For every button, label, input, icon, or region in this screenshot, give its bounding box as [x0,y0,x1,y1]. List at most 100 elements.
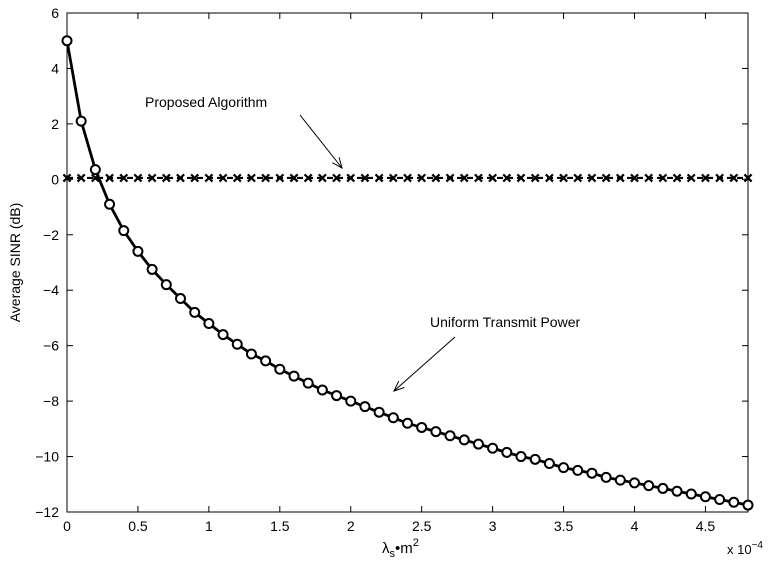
series-1-point [742,499,754,511]
series-1-point [529,453,541,465]
x-multiplier-exponent: −4 [752,540,764,551]
series-1-point [175,293,186,305]
series-0-point [587,173,597,183]
series-0-point [374,173,384,183]
x-tick-label: 4 [631,518,639,534]
series-0-point [232,173,242,183]
series-1-point [118,225,130,237]
series-1-point [501,446,513,458]
y-axis-label: Average SINR (dB) [7,203,23,323]
series-1-point [600,471,612,483]
x-tick-label: 1.5 [270,518,290,534]
series-0-point [544,173,554,183]
series-0-point [743,173,753,183]
series-0-point [317,173,327,183]
series-1-point [728,496,740,508]
series-0-point [360,173,370,183]
series-1-point [699,491,711,503]
series-1-point [245,348,257,360]
y-tick-label: −6 [43,338,59,354]
x-tick-label: 3 [489,518,497,534]
series-1-point [274,363,286,375]
series-0-point [644,173,654,183]
series-0-point [431,173,441,183]
series-1-point [89,164,101,176]
series-1-point [671,485,683,497]
series-1-point [458,434,470,446]
series-0-point [105,173,114,183]
x-axis-label-base: λ [382,540,390,557]
y-tick-label: −8 [43,393,59,409]
series-1-point [203,317,215,329]
series-1-point [543,457,555,469]
annotation-arrow-head [332,157,343,170]
series-0-point [630,173,639,183]
series-0-point [247,173,256,183]
y-tick-label: −2 [43,227,59,243]
y-tick-label: 2 [51,116,59,132]
series-1-point [345,395,357,407]
series-1-point [146,263,158,275]
labels-layer: 0 0.5 1 1.5 2 2.5 3 3.5 4 4.5 −12 −10 −8 −6 −4 −2 0 2 4 6 Av… [7,5,763,560]
plot-frame [66,12,749,513]
series-0-point [445,173,455,183]
series-1-point [614,474,626,486]
series-1-point [75,115,87,127]
series-line-1 [65,40,749,507]
x-tick-label: 3.5 [554,518,574,534]
series-1-point [217,329,229,341]
series-1-point [331,390,343,402]
series-1-point [487,442,499,454]
series-0-point [289,173,299,183]
series-1-point [586,467,598,479]
series-lines-layer [65,40,749,507]
series-1-point [302,377,314,389]
series-0-point [388,173,398,183]
series-0-point [516,173,526,183]
series-1-point [359,401,371,413]
x-axis-label-sup: 2 [413,537,419,549]
series-0-point [417,173,427,183]
series-1-point [316,384,328,396]
series-0-point [686,173,696,183]
x-multiplier-base: x 10 [727,542,752,557]
series-1-point [104,198,116,210]
x-tick-label: 0 [63,518,71,534]
series-1-point [402,417,413,429]
y-tick-label: −4 [43,282,59,298]
series-0-point [261,173,271,183]
series-markers-layer [61,35,754,511]
series-0-point [119,173,129,183]
series-0-point [615,173,625,183]
series-1-point [714,494,726,506]
series-0-point [474,173,483,183]
x-axis-label-mid: •m [395,540,413,557]
series-1-point [629,477,640,489]
x-tick-label: 1 [205,518,213,534]
series-1-point [430,426,442,438]
y-tick-label: −12 [35,504,59,520]
series-0-point [303,173,313,183]
series-1-point [416,421,428,433]
series-1-point [444,430,456,442]
series-0-point [218,173,228,183]
series-0-point [403,173,412,183]
series-0-point [133,173,143,183]
series-0-point [573,173,583,183]
x-axis-label: λs•m2 [382,537,419,560]
annotation-arrow-line [299,114,343,169]
series-1-point [132,245,144,257]
series-1-point [160,279,172,291]
annotations-layer: Proposed Algorithm Uniform Transmit Power [145,94,580,392]
y-tick-label: 0 [51,171,59,187]
series-1-point [260,355,272,367]
series-0-point [729,173,739,183]
series-1-point [288,370,300,382]
annotation-arrow-line [393,336,456,392]
series-0-point [672,173,682,183]
series-0-point [346,173,356,183]
series-0-point [76,173,86,183]
x-tick-label: 2 [347,518,355,534]
